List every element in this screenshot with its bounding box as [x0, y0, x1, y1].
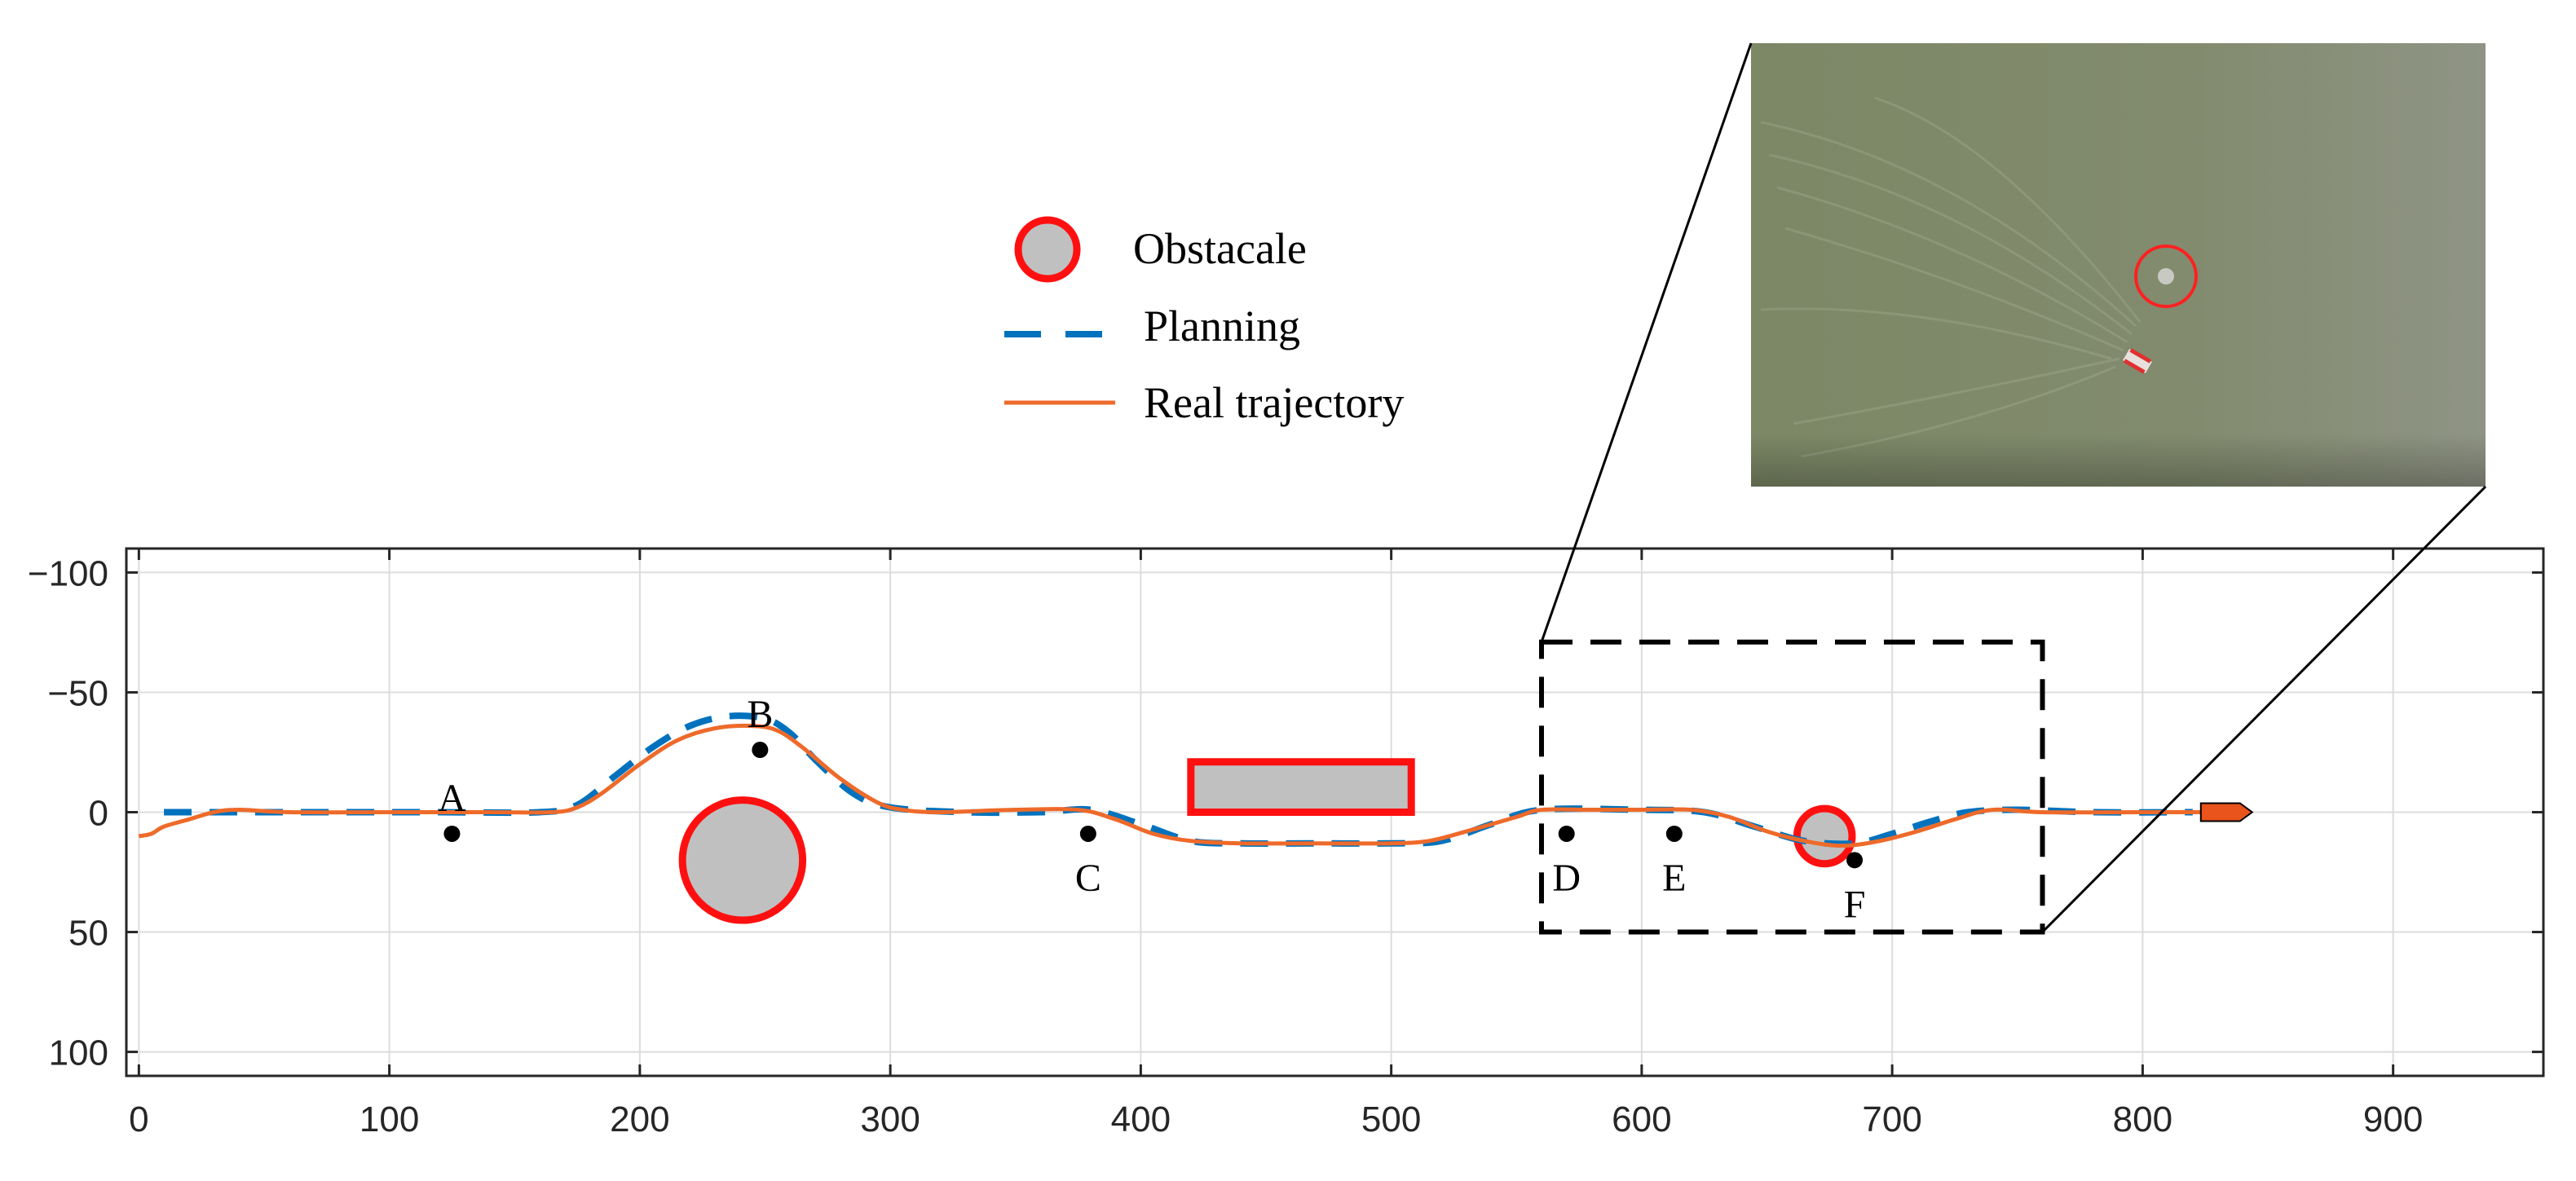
obstacle-circle [1793, 804, 1856, 868]
waypoint-f-label: F [1844, 883, 1866, 926]
obstacle-rectangle [1187, 758, 1415, 816]
waypoint-b-dot [752, 742, 769, 759]
x-axis-ticks: 0 100 200 300 400 500 600 700 800 900 [129, 549, 2423, 1139]
series-real-trajectory-line [138, 723, 2206, 848]
x-tick-label: 0 [129, 1099, 148, 1139]
y-tick-label: 50 [68, 914, 108, 954]
y-tick-label: −100 [28, 553, 108, 593]
legend-real-label: Real trajectory [1144, 378, 1404, 427]
legend-planning-label: Planning [1144, 302, 1300, 350]
x-tick-label: 500 [1361, 1099, 1421, 1139]
waypoint-d-dot [1558, 825, 1575, 842]
waypoint-f-dot [1846, 852, 1864, 869]
waypoint-b-label: B [747, 693, 773, 736]
vessel-marker [2199, 802, 2254, 822]
zoom-connector-bottom [2041, 485, 2487, 933]
waypoint-c-dot [1079, 825, 1096, 842]
x-tick-label: 800 [2113, 1099, 2172, 1139]
x-tick-label: 900 [2363, 1099, 2423, 1139]
waypoint-a-dot [443, 825, 461, 842]
x-tick-label: 400 [1111, 1099, 1171, 1139]
x-tick-label: 700 [1862, 1099, 1921, 1139]
legend-obstacle-label: Obstacale [1133, 224, 1307, 273]
y-tick-label: 100 [49, 1033, 108, 1073]
obstacles [678, 758, 1856, 924]
waypoint-c-label: C [1075, 857, 1101, 900]
x-tick-label: 600 [1612, 1099, 1671, 1139]
zoom-connector-top [1540, 42, 1753, 643]
legend-obstacle-marker [1014, 216, 1081, 283]
x-tick-label: 100 [359, 1099, 419, 1139]
waypoint-e-label: E [1662, 857, 1686, 900]
photo-boat [2123, 348, 2152, 374]
y-axis-ticks: −100 −50 0 50 100 [28, 553, 2543, 1073]
photo-obstacle-buoy [2158, 268, 2174, 284]
legend: Obstacale Planning Real trajectory [1004, 216, 1404, 427]
waypoint-d-label: D [1552, 857, 1581, 900]
zoom-box [1538, 639, 2045, 935]
y-tick-label: 0 [89, 794, 108, 834]
obstacle-circle [678, 796, 807, 924]
x-tick-label: 200 [610, 1099, 669, 1139]
y-tick-label: −50 [47, 673, 108, 713]
x-tick-label: 300 [860, 1099, 920, 1139]
photo-obstacle-highlight [2134, 245, 2198, 308]
waypoint-a-label: A [438, 777, 466, 820]
axes-frame [125, 547, 2545, 1077]
waypoint-e-dot [1665, 825, 1683, 842]
waypoints: A B C D E F [438, 693, 1865, 926]
inset-aerial-photo [1751, 43, 2486, 487]
plot-axes: 0 100 200 300 400 500 600 700 800 900 −100 −50 0 50 1… [28, 547, 2545, 1139]
